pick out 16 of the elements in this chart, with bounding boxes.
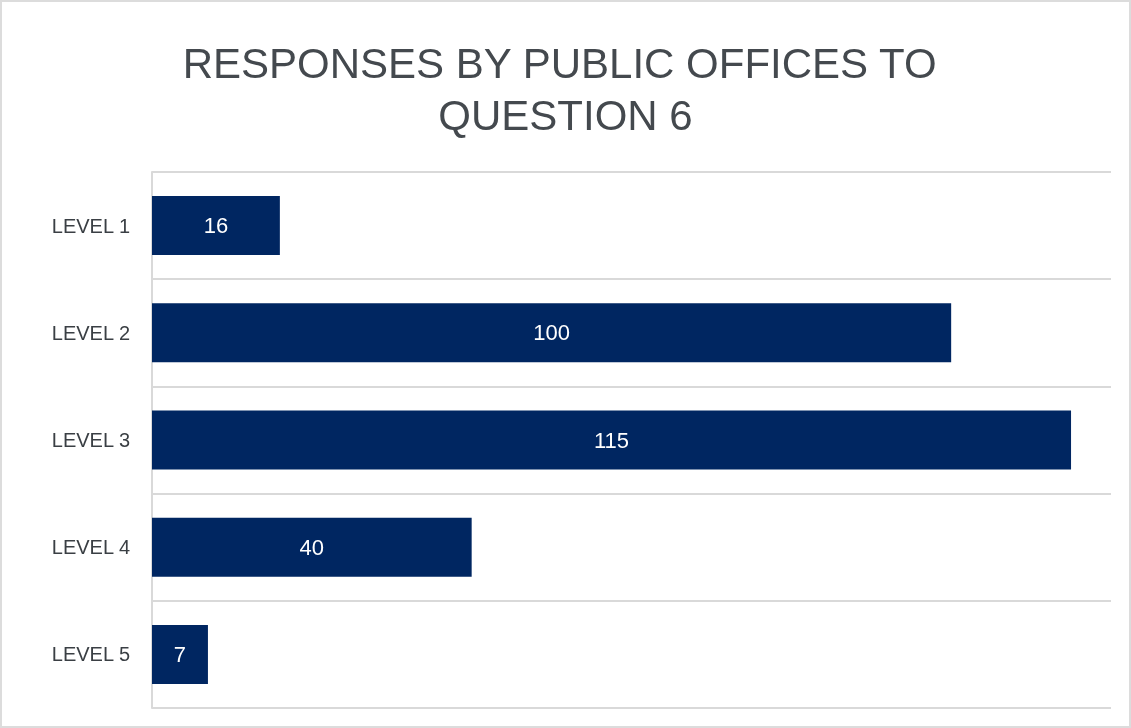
data-label: 115 xyxy=(593,427,630,453)
y-tick-label: LEVEL 5 xyxy=(51,643,130,666)
y-tick-label: LEVEL 3 xyxy=(51,429,130,451)
data-label: 40 xyxy=(299,534,325,560)
bar xyxy=(152,303,952,363)
y-tick-label: LEVEL 2 xyxy=(51,321,130,344)
bar xyxy=(152,517,472,577)
bar xyxy=(152,410,1072,470)
data-label: 16 xyxy=(203,213,229,239)
data-label: 7 xyxy=(173,641,187,667)
chart-title: RESPONSES BY PUBLIC OFFICES TO QUESTION 6 xyxy=(182,39,949,139)
data-label: 100 xyxy=(533,320,570,346)
y-tick-label: LEVEL 1 xyxy=(51,214,130,237)
bar xyxy=(152,624,208,684)
y-tick-label: LEVEL 4 xyxy=(51,536,130,559)
bar xyxy=(152,196,280,256)
